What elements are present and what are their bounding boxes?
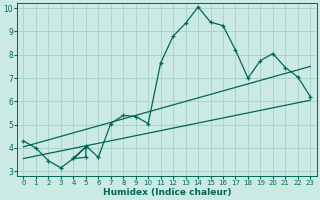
X-axis label: Humidex (Indice chaleur): Humidex (Indice chaleur) bbox=[103, 188, 231, 197]
